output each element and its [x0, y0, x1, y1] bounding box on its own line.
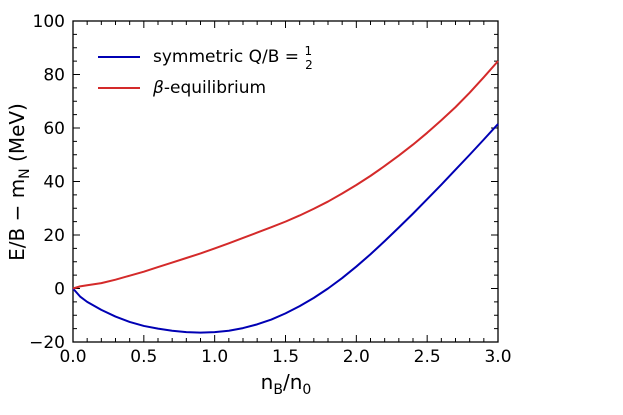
x-tick-label: 3.0 — [484, 347, 511, 367]
x-axis-label: nB/n0 — [261, 370, 312, 398]
y-tick-label: 20 — [43, 226, 65, 246]
x-tick-label: 0.0 — [59, 347, 86, 367]
y-tick-label: 60 — [43, 119, 65, 139]
series-line-symmetric — [72, 123, 499, 334]
plot-frame — [72, 20, 499, 343]
y-tick-label: −20 — [29, 333, 65, 353]
y-tick-label: 100 — [33, 12, 65, 32]
y-tick-label: 40 — [43, 173, 65, 193]
series-lines — [72, 60, 499, 334]
legend-label-beta: β-equilibrium — [152, 78, 266, 98]
series-line-beta-equilibrium — [72, 60, 499, 290]
x-tick-label: 2.0 — [343, 347, 370, 367]
x-tick-label: 1.5 — [272, 347, 299, 367]
y-tick-label: 80 — [43, 66, 65, 86]
tick-labels: 0.0 0.5 1.0 1.5 2.0 2.5 3.0 −20 0 20 40 60 80 100 — [29, 12, 511, 367]
y-tick-label: 0 — [54, 280, 65, 300]
x-tick-label: 0.5 — [130, 347, 157, 367]
x-tick-label: 1.0 — [201, 347, 228, 367]
x-tick-label: 2.5 — [414, 347, 441, 367]
ticks — [72, 20, 499, 343]
y-axis-label: E/B − mN (MeV) — [5, 103, 33, 261]
